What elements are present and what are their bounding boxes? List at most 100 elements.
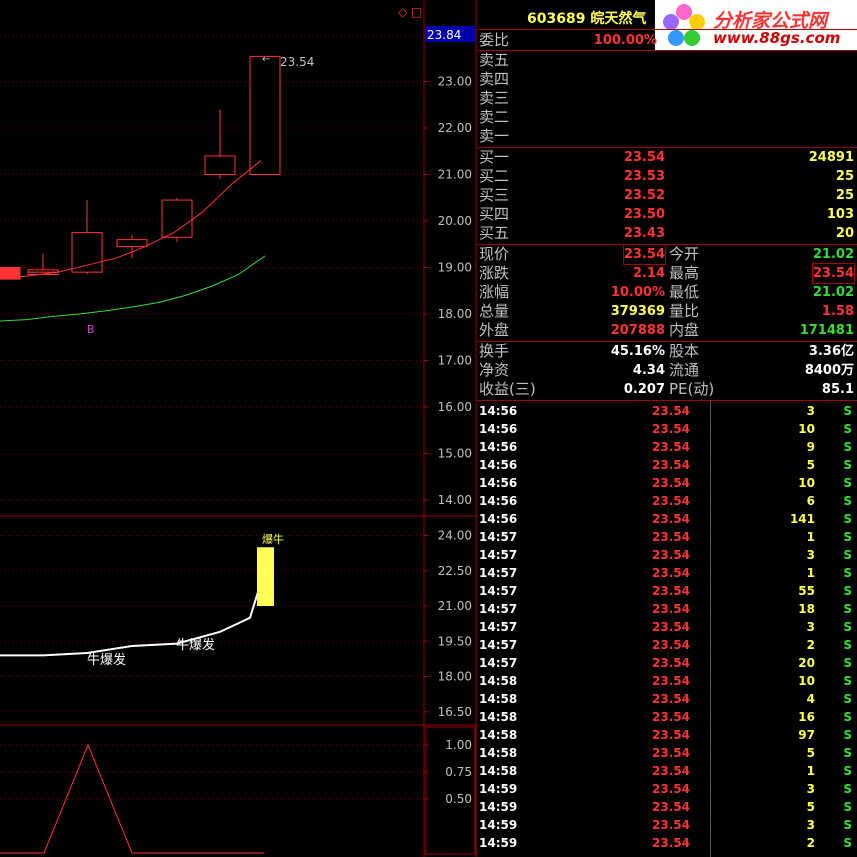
signal-label: 爆牛	[262, 532, 284, 546]
tick-row: 14:56 23.54 9 S	[477, 438, 857, 456]
tick-price: 23.54	[652, 836, 690, 850]
stat-value: 207888	[610, 323, 665, 338]
tick-price: 23.54	[652, 422, 690, 436]
buy-row: 买五 23.43 20	[477, 224, 857, 243]
current-price-label: 23.84	[427, 28, 461, 42]
axis-tick-label: 20.00	[438, 214, 472, 228]
buy-volume: 25	[835, 188, 854, 203]
buy-price: 23.43	[623, 226, 665, 241]
buy-label: 买四	[479, 205, 510, 223]
tick-price: 23.54	[652, 818, 690, 832]
arrow-icon: ←	[262, 54, 270, 65]
candlestick-pane[interactable]	[0, 55, 281, 322]
axis-tick-label: 24.00	[438, 529, 472, 543]
tick-time: 14:56	[479, 404, 518, 418]
sell-label: 卖一	[479, 127, 510, 145]
buy-price: 23.53	[623, 169, 665, 184]
window-box-icon[interactable]: □	[411, 5, 422, 19]
tick-row: 14:57 23.54 2 S	[477, 636, 857, 654]
tick-volume: 3	[806, 404, 815, 418]
tick-price: 23.54	[652, 530, 690, 544]
weibi-value: 100.00%	[593, 33, 657, 48]
tick-volume: 55	[798, 584, 815, 598]
grid-lines	[0, 34, 424, 800]
tick-time: 14:59	[479, 800, 518, 814]
tick-price: 23.54	[652, 494, 690, 508]
buy-label: 买二	[479, 167, 510, 185]
stat-label: 最低	[669, 283, 700, 301]
bottom-indicator-pane[interactable]	[0, 743, 264, 854]
candle-body	[116, 239, 148, 248]
stat-row: 涨幅 10.00% 最低 21.02	[477, 283, 857, 302]
axis-tick-label: 16.50	[438, 705, 472, 719]
weibi-label: 委比	[479, 31, 510, 49]
axis-tick-label: 14.00	[438, 493, 472, 507]
tick-time: 14:56	[479, 440, 518, 454]
axis-tick-label: 23.00	[438, 75, 472, 89]
tick-price: 23.54	[652, 620, 690, 634]
tick-side: S	[843, 764, 852, 778]
tick-time: 14:57	[479, 602, 518, 616]
tick-volume: 10	[798, 674, 815, 688]
logo-url: www.88gs.com	[713, 29, 841, 47]
tick-row: 14:57 23.54 18 S	[477, 600, 857, 618]
tick-price: 23.54	[652, 404, 690, 418]
tick-time: 14:57	[479, 530, 518, 544]
tick-side: S	[843, 836, 852, 850]
diamond-icon[interactable]: ◇	[398, 5, 408, 19]
tick-side: S	[843, 440, 852, 454]
tick-row: 14:56 23.54 5 S	[477, 456, 857, 474]
indicator-pane[interactable]	[0, 547, 274, 657]
fund-value: 4.34	[632, 363, 665, 378]
tick-price: 23.54	[652, 548, 690, 562]
tick-volume: 97	[798, 728, 815, 742]
axis-tick-label: 15.00	[438, 447, 472, 461]
divider	[477, 400, 857, 401]
buy-row: 买一 23.54 24891	[477, 148, 857, 167]
stat-row: 外盘 207888 内盘 171481	[477, 321, 857, 340]
tick-volume: 1	[806, 530, 815, 544]
axis-tick-label: 18.00	[438, 307, 472, 321]
buy-price: 23.54	[623, 150, 665, 165]
indicator-line	[0, 591, 259, 657]
chart-area[interactable]: 23.00 22.00 21.00 20.00 19.00 18.00 17.00 16.00…	[0, 0, 477, 857]
tick-volume: 20	[798, 656, 815, 670]
bottom-line	[0, 743, 264, 854]
site-logo[interactable]: 分析家公式网 www.88gs.com	[655, 0, 857, 50]
tick-side: S	[843, 746, 852, 760]
stock-header: 603689 皖天然气	[527, 8, 646, 28]
tick-time: 14:56	[479, 476, 518, 490]
quote-panel: 603689 皖天然气 委比 100.00% 卖五 卖四 卖三 卖二 卖一 买一 23.5…	[477, 0, 857, 857]
sell-label: 卖三	[479, 89, 510, 107]
sell-row: 卖三	[477, 89, 857, 108]
stat-label: 外盘	[479, 321, 510, 339]
tick-volume: 3	[806, 620, 815, 634]
divider	[477, 50, 857, 51]
tick-volume: 5	[806, 800, 815, 814]
stat-label: 总量	[479, 302, 510, 320]
tick-time: 14:59	[479, 836, 518, 850]
tick-price: 23.54	[652, 566, 690, 580]
sell-label: 卖四	[479, 70, 510, 88]
buy-label: 买一	[479, 148, 510, 166]
tick-price: 23.54	[652, 656, 690, 670]
tick-row: 14:59 23.54 5 S	[477, 798, 857, 816]
divider	[477, 147, 857, 148]
tick-price: 23.54	[652, 512, 690, 526]
stat-label: 现价	[479, 245, 510, 263]
tick-volume: 9	[806, 440, 815, 454]
tick-row: 14:59 23.54 2 S	[477, 834, 857, 852]
stat-label: 最高	[669, 264, 700, 282]
fund-label: 净资	[479, 361, 510, 379]
buy-volume: 103	[826, 207, 854, 222]
stat-label: 今开	[669, 245, 700, 263]
stat-value: 171481	[799, 323, 854, 338]
tick-side: S	[843, 638, 852, 652]
tick-volume: 2	[806, 836, 815, 850]
buy-row: 买二 23.53 25	[477, 167, 857, 186]
tick-side: S	[843, 818, 852, 832]
tick-time: 14:56	[479, 494, 518, 508]
axis-tick-label: 0.75	[445, 765, 472, 779]
tick-row: 14:57 23.54 1 S	[477, 564, 857, 582]
tick-time: 14:58	[479, 746, 518, 760]
